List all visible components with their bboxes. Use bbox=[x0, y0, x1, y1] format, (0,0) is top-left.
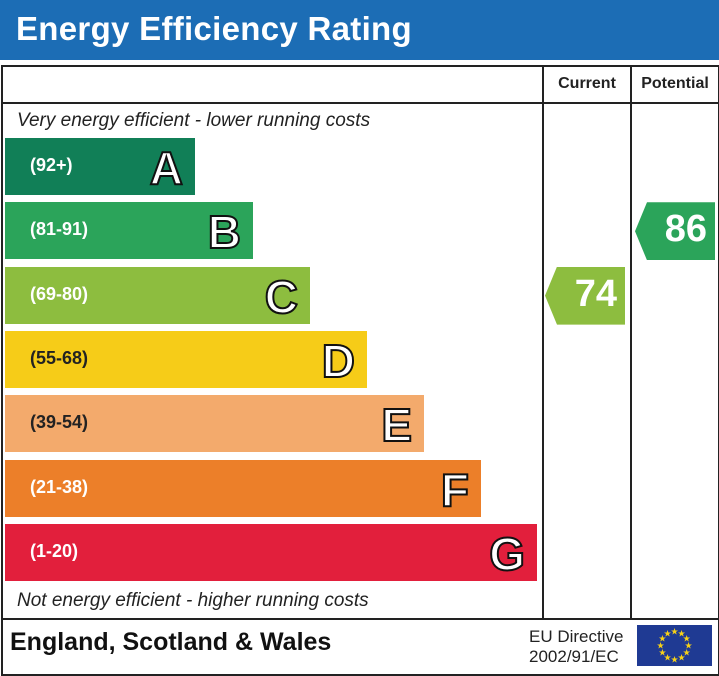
band-letter: F bbox=[440, 463, 470, 517]
potential-rating-value: 86 bbox=[664, 208, 707, 251]
band-range: (69-80) bbox=[30, 283, 89, 304]
divider bbox=[3, 618, 718, 620]
eu-flag-icon: ★ ★ ★ ★ ★ ★ ★ ★ ★ ★ ★ ★ bbox=[637, 625, 712, 666]
divider bbox=[542, 67, 544, 620]
star-icon: ★ bbox=[663, 628, 671, 638]
band-range: (21-38) bbox=[30, 476, 89, 497]
band-bar-f: (21-38) F bbox=[5, 459, 481, 517]
title-banner: Energy Efficiency Rating bbox=[0, 0, 719, 60]
star-icon: ★ bbox=[658, 634, 666, 644]
star-icon: ★ bbox=[670, 627, 678, 637]
directive-line1: EU Directive bbox=[529, 627, 624, 646]
band-letter: D bbox=[321, 334, 356, 388]
star-icon: ★ bbox=[683, 634, 691, 644]
star-icon: ★ bbox=[683, 648, 691, 658]
eu-directive: EU Directive 2002/91/EC bbox=[529, 627, 623, 667]
star-icon: ★ bbox=[656, 641, 664, 651]
band-bar-b: (81-91) B bbox=[5, 202, 253, 260]
band-range: (39-54) bbox=[30, 412, 89, 433]
band-range: (1-20) bbox=[30, 540, 79, 561]
band-letter: B bbox=[207, 205, 242, 259]
band-range: (81-91) bbox=[30, 219, 89, 240]
band-bar-a: (92+) A bbox=[5, 138, 195, 195]
potential-rating-arrow: 86 bbox=[635, 202, 715, 261]
current-rating-value: 74 bbox=[574, 272, 617, 315]
current-rating-arrow: 74 bbox=[545, 266, 625, 325]
region-label: England, Scotland & Wales bbox=[10, 628, 332, 656]
rating-frame: Current Potential Very energy efficient … bbox=[1, 65, 719, 676]
divider bbox=[630, 67, 632, 620]
band-bar-g: (1-20) G bbox=[5, 523, 537, 581]
band-bar-e: (39-54) E bbox=[5, 395, 424, 453]
band-bar-d: (55-68) D bbox=[5, 330, 367, 388]
chart-title: Energy Efficiency Rating bbox=[16, 10, 412, 47]
star-icon: ★ bbox=[677, 628, 685, 638]
current-column-header: Current bbox=[558, 75, 616, 92]
band-letter: C bbox=[264, 270, 299, 324]
band-range: (55-68) bbox=[30, 347, 89, 368]
band-bar-c: (69-80) C bbox=[5, 266, 310, 324]
star-icon: ★ bbox=[658, 648, 666, 658]
top-note: Very energy efficient - lower running co… bbox=[17, 110, 371, 131]
band-letter: A bbox=[149, 141, 184, 195]
star-icon: ★ bbox=[677, 653, 685, 663]
star-icon: ★ bbox=[670, 655, 678, 665]
band-letter: G bbox=[488, 527, 526, 581]
star-icon: ★ bbox=[684, 641, 692, 651]
band-letter: E bbox=[380, 398, 413, 452]
divider bbox=[3, 102, 718, 104]
directive-line2: 2002/91/EC bbox=[529, 647, 619, 666]
bottom-note: Not energy efficient - higher running co… bbox=[17, 590, 369, 611]
band-range: (92+) bbox=[30, 155, 73, 175]
star-icon: ★ bbox=[663, 653, 671, 663]
potential-column-header: Potential bbox=[641, 75, 709, 92]
